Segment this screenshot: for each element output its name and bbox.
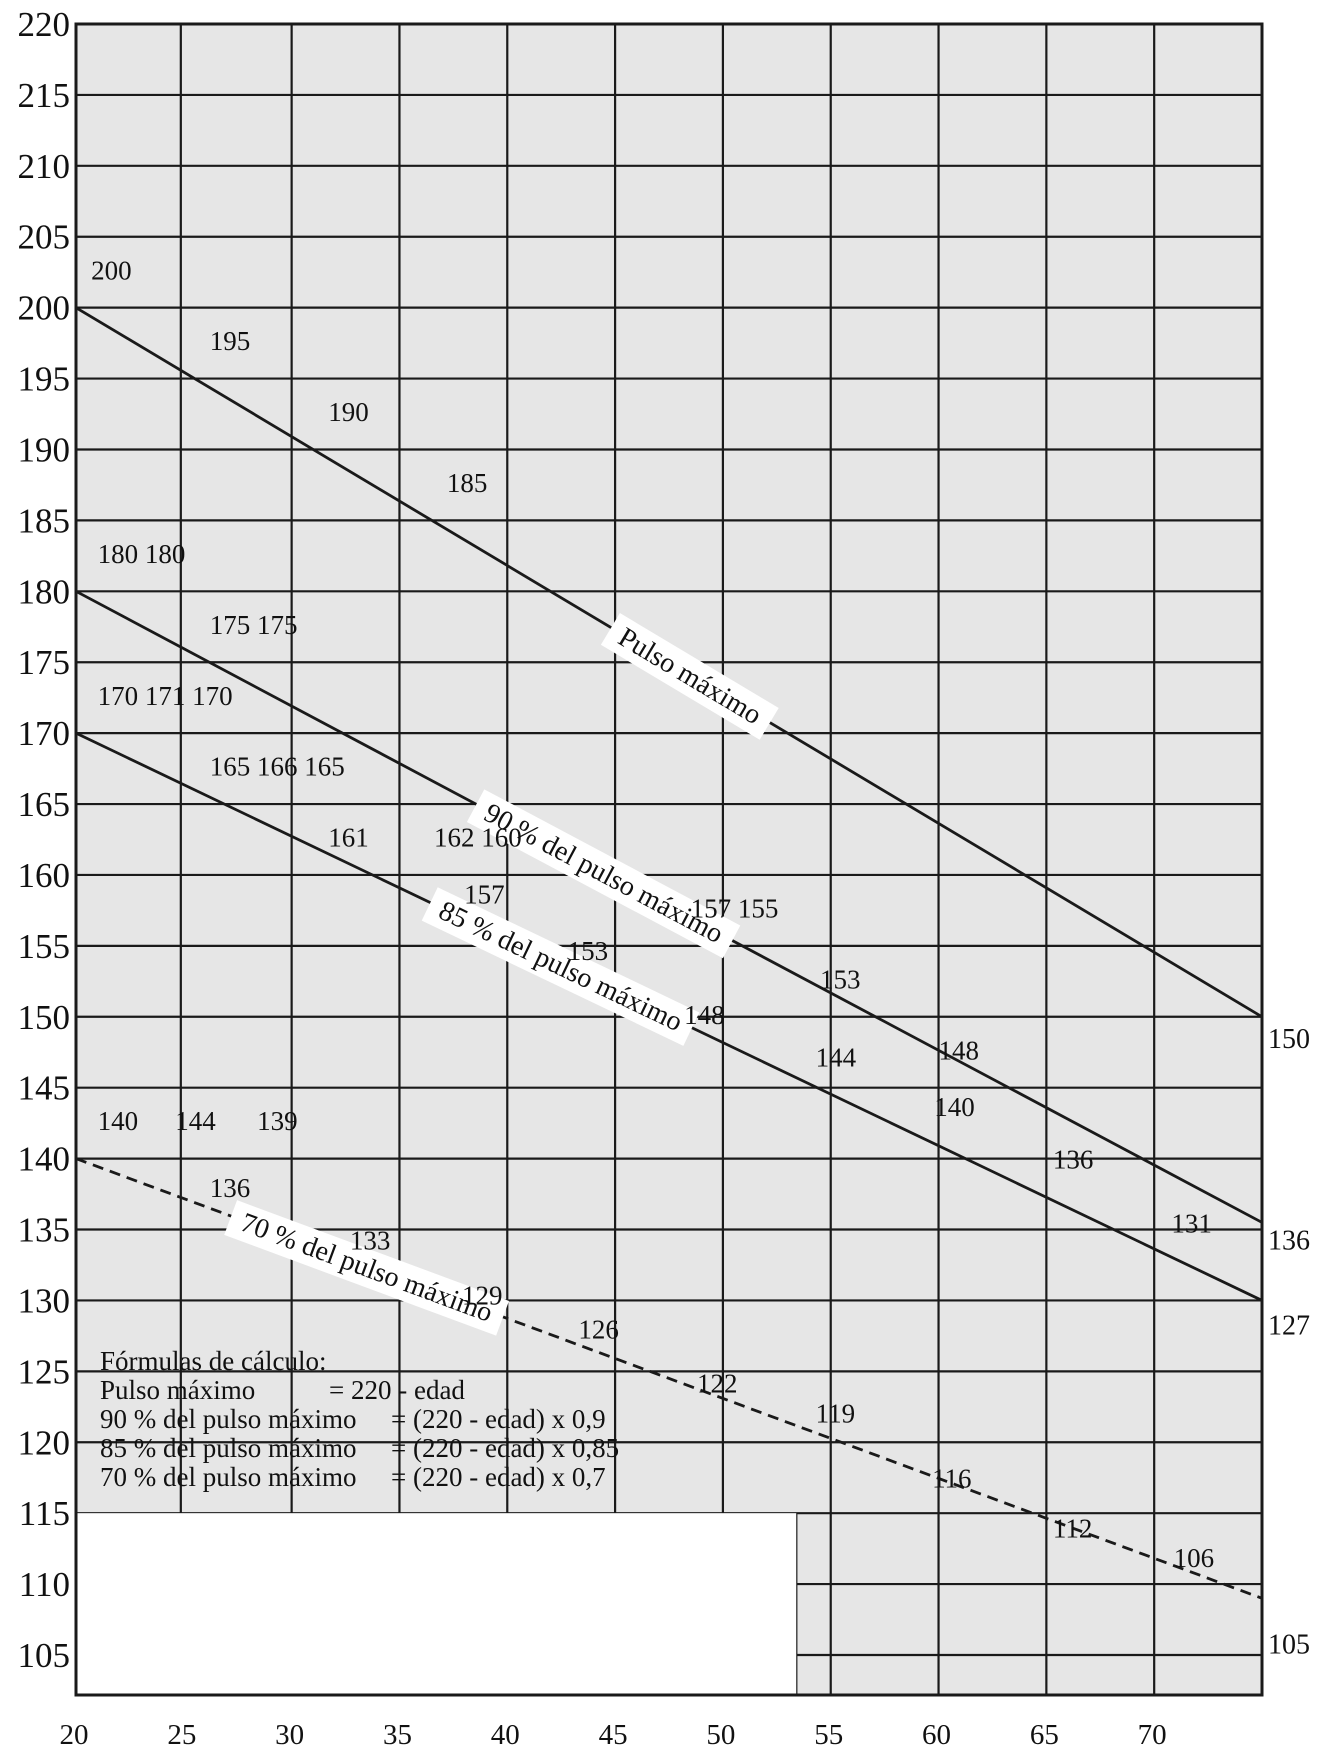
y-tick-label: 105	[18, 1636, 71, 1675]
formula-title: Fórmulas de cálculo:	[100, 1346, 326, 1376]
value-annotations: 200 195 190 185 180 180 175 175 170 171 170 165…	[91, 255, 1214, 1573]
value-label: 140	[934, 1092, 975, 1122]
y-tick-label: 215	[18, 76, 71, 115]
y-tick-label: 145	[18, 1069, 71, 1108]
x-tick-label: 35	[383, 1719, 412, 1751]
y-tick-label: 130	[18, 1281, 71, 1320]
value-label: 175 175	[210, 610, 298, 640]
y-tick-label: 110	[19, 1565, 70, 1604]
formula-label-70: 70 % del pulso máximo	[100, 1462, 356, 1492]
formula-expr-85: = (220 - edad) x 0,85	[391, 1433, 619, 1463]
value-label: 200	[91, 255, 132, 285]
right-end-label: 105	[1268, 1630, 1310, 1661]
y-tick-label: 175	[18, 643, 71, 682]
value-label: 106	[1174, 1543, 1215, 1573]
formula-box-background	[77, 1513, 797, 1694]
x-tick-label: 30	[275, 1719, 304, 1751]
y-tick-label: 165	[18, 785, 71, 824]
value-label: 162 160	[434, 823, 522, 853]
banner-box-series-3	[224, 1200, 509, 1336]
x-tick-label: 60	[922, 1719, 951, 1751]
y-tick-label: 120	[18, 1423, 71, 1462]
x-tick-label: 40	[491, 1719, 520, 1751]
formula-expr-90: = (220 - edad) x 0,9	[391, 1404, 606, 1434]
series-line-3	[75, 1157, 1263, 1600]
y-tick-label: 220	[18, 5, 71, 44]
value-label: 157	[464, 879, 505, 909]
value-label: 133	[350, 1225, 391, 1255]
banner-box-series-0	[600, 613, 779, 740]
right-end-label: 150	[1268, 1024, 1310, 1055]
x-tick-label: 20	[60, 1719, 89, 1751]
y-tick-label: 180	[18, 572, 71, 611]
y-tick-label: 140	[18, 1140, 71, 1179]
y-tick-label: 150	[18, 998, 71, 1037]
value-label: 161	[328, 823, 369, 853]
value-label: 180 180	[98, 539, 186, 569]
y-tick-label: 210	[18, 147, 71, 186]
y-tick-label: 170	[18, 714, 71, 753]
y-axis-ticks: 220 215 210 205 200 195 190 185 180 175 170 165 160 1…	[18, 5, 71, 1675]
x-tick-label: 65	[1030, 1719, 1059, 1751]
right-end-label: 127	[1268, 1311, 1310, 1342]
value-label: 185	[447, 468, 488, 498]
plot-frame	[74, 22, 1264, 1697]
value-label: 112	[1053, 1513, 1093, 1543]
value-label: 140	[98, 1106, 138, 1136]
value-label: 129	[462, 1281, 503, 1311]
right-end-labels: 150 136 127 105	[1268, 1024, 1310, 1661]
x-tick-label: 45	[599, 1719, 628, 1751]
y-tick-label: 125	[18, 1352, 71, 1391]
value-label: 144	[816, 1042, 857, 1072]
value-label: 190	[328, 397, 369, 427]
value-label: 136	[1053, 1145, 1094, 1175]
value-label: 157 155	[691, 894, 779, 924]
formula-expr-70: = (220 - edad) x 0,7	[391, 1462, 606, 1492]
formula-expr-max: = 220 - edad	[329, 1375, 465, 1405]
y-tick-label: 185	[18, 501, 71, 540]
y-tick-label: 195	[18, 360, 71, 399]
value-label: 148	[684, 1000, 725, 1030]
value-label: 126	[578, 1315, 619, 1345]
x-tick-label: 25	[167, 1719, 196, 1751]
value-label: 165 166 165	[210, 752, 345, 782]
value-label: 170 171 170	[98, 681, 233, 711]
banner-box-series-1	[466, 789, 741, 959]
value-label: 139	[257, 1106, 298, 1136]
value-label: 153	[568, 936, 609, 966]
plot-background	[76, 24, 1262, 1695]
banner-box-series-2	[421, 887, 700, 1046]
x-tick-label: 70	[1138, 1719, 1167, 1751]
value-label: 116	[932, 1464, 972, 1494]
value-label: 136	[210, 1173, 251, 1203]
value-label: 195	[210, 326, 251, 356]
formula-label-max: Pulso máximo	[100, 1375, 255, 1405]
value-label: 144	[175, 1106, 216, 1136]
value-label: 131	[1171, 1208, 1212, 1238]
x-tick-label: 50	[706, 1719, 735, 1751]
y-tick-label: 160	[18, 856, 71, 895]
value-label: 153	[820, 964, 861, 994]
x-tick-label: 55	[814, 1719, 843, 1751]
value-label: 122	[697, 1369, 738, 1399]
y-tick-label: 205	[18, 218, 71, 257]
x-axis-ticks: 20 25 30 35 40 45 50 55 60 65 70	[60, 1719, 1167, 1751]
y-tick-label: 190	[18, 430, 71, 469]
y-tick-label: 115	[19, 1494, 70, 1533]
y-tick-label: 200	[18, 289, 71, 328]
value-label: 148	[939, 1035, 980, 1065]
formula-label-90: 90 % del pulso máximo	[100, 1404, 356, 1434]
formula-box: Fórmulas de cálculo: Pulso máximo = 220 …	[100, 1346, 619, 1492]
formula-label-85: 85 % del pulso máximo	[100, 1433, 356, 1463]
right-end-label: 136	[1268, 1225, 1310, 1256]
y-tick-label: 135	[18, 1211, 71, 1250]
value-label: 119	[816, 1398, 856, 1428]
y-tick-label: 155	[18, 927, 71, 966]
